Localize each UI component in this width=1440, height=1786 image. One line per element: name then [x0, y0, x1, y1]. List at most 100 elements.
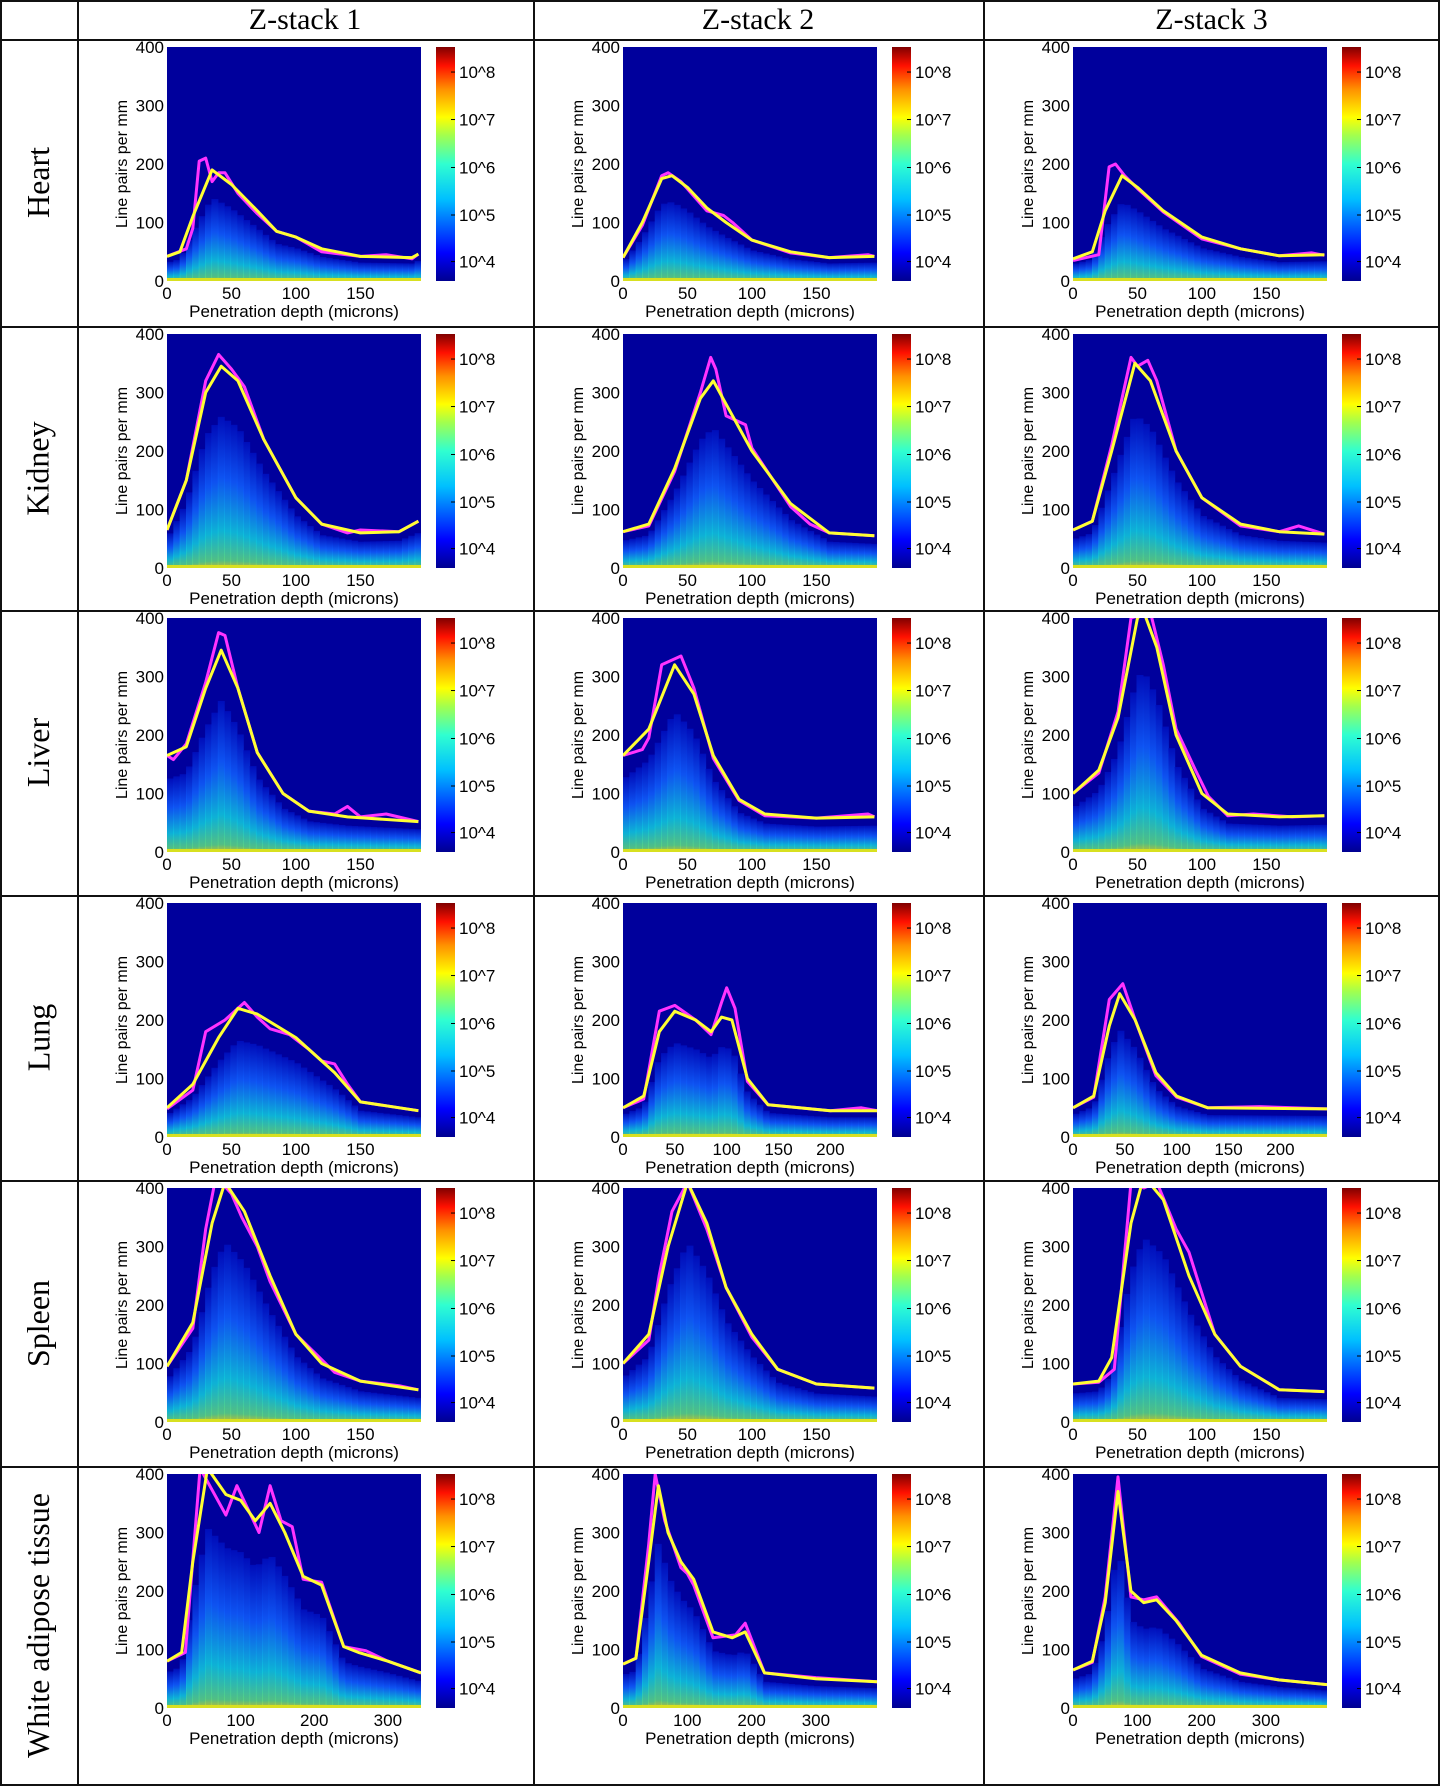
heatmap-column [414, 261, 421, 281]
y-tick-label: 300 [136, 668, 164, 687]
y-tick-label: 100 [136, 501, 164, 520]
heatmap-column [1257, 259, 1265, 281]
heatmap-column [730, 456, 738, 568]
heatmap-column [357, 541, 365, 568]
colorbar-tick-label: 10^5 [915, 493, 951, 512]
heatmap-base-band [1073, 1134, 1327, 1137]
heatmap-column [1206, 812, 1214, 852]
heatmap-column [300, 1067, 308, 1137]
smoothed-curve [167, 1006, 419, 1113]
heatmap-column [629, 772, 637, 852]
y-axis-label: Line pairs per mm [1020, 100, 1037, 228]
colorbar-tick-label: 10^7 [915, 967, 951, 986]
heatmap-column [351, 1105, 359, 1137]
heatmap-column [1085, 797, 1093, 852]
heatmap-column [1269, 1395, 1277, 1422]
x-tick-label: 50 [1128, 571, 1147, 590]
heatmap-column [826, 263, 834, 281]
heatmap-column [870, 543, 877, 568]
x-tick-label: 150 [1252, 284, 1280, 303]
heatmap-column [186, 1351, 193, 1422]
colorbar [892, 1474, 911, 1708]
heatmap-column [1193, 1663, 1201, 1708]
heatmap-column [769, 823, 776, 852]
heatmap-column [1269, 825, 1277, 852]
y-tick-label: 200 [136, 726, 164, 745]
x-axis-label: Penetration depth (microns) [189, 589, 399, 608]
y-tick-label: 0 [611, 1413, 620, 1432]
colorbar-tick-label: 10^5 [1365, 206, 1401, 225]
heatmap-column [1307, 1689, 1315, 1708]
x-tick-label: 100 [1123, 1711, 1151, 1730]
heatmap-column [762, 1681, 770, 1708]
heatmap-column [1174, 1644, 1182, 1708]
heatmap-column [1231, 532, 1239, 568]
heatmap-column [1282, 1398, 1290, 1422]
heatmap-column [800, 1389, 808, 1422]
heatmap-column [692, 1616, 700, 1708]
heatmap-column [642, 535, 649, 568]
x-tick-label: 100 [673, 1711, 701, 1730]
smoothed-curve [623, 379, 875, 538]
heatmap-column [807, 826, 815, 852]
heatmap-column [1276, 1397, 1284, 1422]
heatmap-column [1263, 260, 1271, 281]
heatmap-column [1301, 1115, 1309, 1137]
heatmap-column [249, 452, 257, 568]
heatmap-column [642, 762, 649, 852]
heatmap-column [781, 1683, 789, 1708]
heatmap-column [667, 202, 675, 281]
heatmap-column [788, 520, 796, 568]
y-tick-label: 0 [611, 1699, 620, 1718]
heatmap-column [1314, 1689, 1322, 1708]
smoothed-curve [167, 364, 420, 535]
y-tick-label: 0 [1061, 1413, 1070, 1432]
x-tick-label: 150 [1252, 1425, 1280, 1444]
heatmap-column [192, 227, 200, 281]
heatmap-column [262, 473, 270, 568]
y-tick-label: 0 [611, 272, 620, 291]
y-tick-label: 300 [1042, 97, 1070, 116]
smoothed-curve [623, 663, 875, 820]
heatmap-base-band [167, 1705, 421, 1708]
heatmap-column [1314, 824, 1322, 852]
colorbar-tick-label: 10^6 [459, 1300, 495, 1319]
heatmap-column [857, 262, 865, 281]
heatmap-column [236, 1552, 244, 1708]
heatmap-column [306, 1368, 314, 1422]
x-axis-label: Penetration depth (microns) [1095, 589, 1305, 608]
heatmap-base-band [623, 278, 877, 281]
y-tick-label: 400 [592, 41, 620, 57]
heatmap-column [1123, 1038, 1131, 1137]
heatmap-column [807, 1391, 815, 1422]
y-axis-label: Line pairs per mm [570, 956, 587, 1084]
y-tick-label: 100 [136, 1355, 164, 1374]
heatmap-column [654, 1062, 662, 1137]
heatmap-column [344, 1387, 352, 1422]
heatmap-column [1187, 1110, 1195, 1137]
heatmap-column [623, 777, 630, 852]
heatmap-column [1117, 454, 1125, 568]
colorbar-tick-label: 10^4 [1365, 1680, 1401, 1699]
colorbar-tick-label: 10^5 [1365, 777, 1401, 796]
heatmap-column [376, 262, 384, 281]
heatmap-column [1079, 536, 1087, 568]
colorbar-tick-label: 10^7 [1365, 1538, 1401, 1557]
table-rule [0, 39, 1440, 41]
heatmap-column [629, 250, 637, 281]
x-tick-label: 200 [816, 1140, 844, 1159]
heatmap-column [281, 808, 289, 852]
x-axis-label: Penetration depth (microns) [645, 1729, 855, 1748]
colorbar-tick-label: 10^4 [459, 1394, 495, 1413]
heatmap-column [217, 1542, 225, 1708]
y-tick-label: 100 [136, 1641, 164, 1660]
heatmap-column [800, 1685, 808, 1708]
colorbar-tick-label: 10^7 [1365, 967, 1401, 986]
heatmap-column [224, 1052, 232, 1137]
y-tick-label: 100 [1042, 1355, 1070, 1374]
heatmap-column [838, 1687, 846, 1708]
y-axis-label: Line pairs per mm [1020, 1241, 1037, 1369]
heatmap-column [680, 1252, 688, 1422]
colorbar [436, 903, 455, 1137]
y-axis-label: Line pairs per mm [114, 956, 131, 1084]
